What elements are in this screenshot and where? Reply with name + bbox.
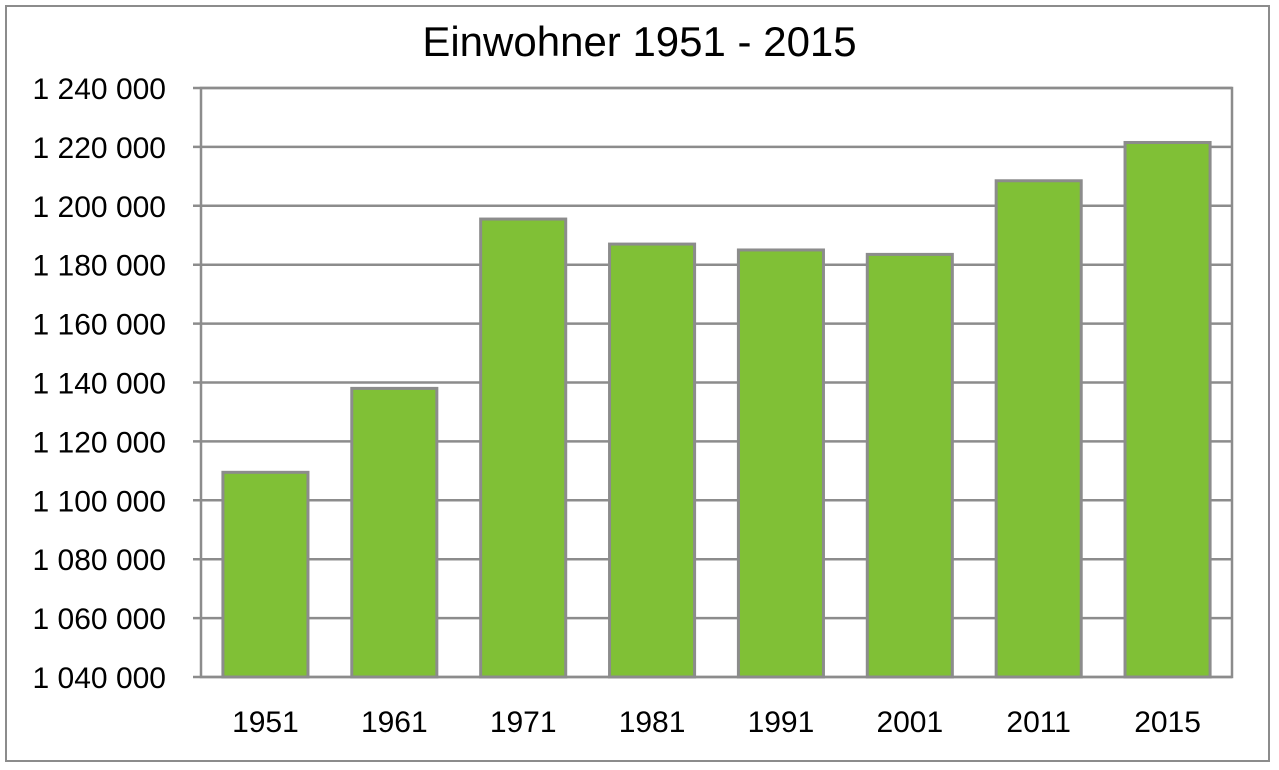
x-tick-label: 1981	[619, 706, 686, 739]
bar-1961	[350, 386, 439, 679]
y-tick-label: 1 140 000	[33, 368, 166, 401]
x-tick-label: 1961	[361, 706, 428, 739]
y-tick-label: 1 220 000	[33, 132, 166, 165]
x-tick-label: 2001	[876, 706, 943, 739]
y-tick-label: 1 180 000	[33, 250, 166, 283]
y-axis-tick-labels: 1 040 000 1 060 000 1 080 000 1 100 000 1 12…	[33, 73, 166, 695]
y-tick-label: 1 160 000	[33, 309, 166, 342]
bar-2015	[1123, 140, 1212, 679]
x-axis-tick-labels: 1951 1961 1971 1981 1991 2001 2011 2015	[232, 706, 1201, 739]
chart-title: Einwohner 1951 - 2015	[422, 18, 857, 65]
bar-1991	[736, 248, 825, 679]
x-tick-label: 1951	[232, 706, 299, 739]
y-tick-label: 1 120 000	[33, 426, 166, 459]
y-tick-label: 1 080 000	[33, 544, 166, 577]
bar-1981	[608, 242, 697, 679]
y-tick-label: 1 040 000	[33, 662, 166, 695]
bar-1951	[221, 470, 310, 679]
bars	[221, 140, 1212, 679]
x-tick-label: 2015	[1134, 706, 1201, 739]
x-tick-label: 2011	[1006, 706, 1071, 739]
x-tick-label: 1971	[490, 706, 557, 739]
bar-2001	[865, 252, 954, 679]
y-tick-label: 1 060 000	[33, 603, 166, 636]
y-tick-label: 1 200 000	[33, 191, 166, 224]
x-tick-label: 1991	[748, 706, 815, 739]
bar-2011	[994, 179, 1083, 679]
bar-1971	[479, 217, 568, 679]
y-tick-label: 1 240 000	[33, 73, 166, 106]
y-tick-label: 1 100 000	[33, 485, 166, 518]
